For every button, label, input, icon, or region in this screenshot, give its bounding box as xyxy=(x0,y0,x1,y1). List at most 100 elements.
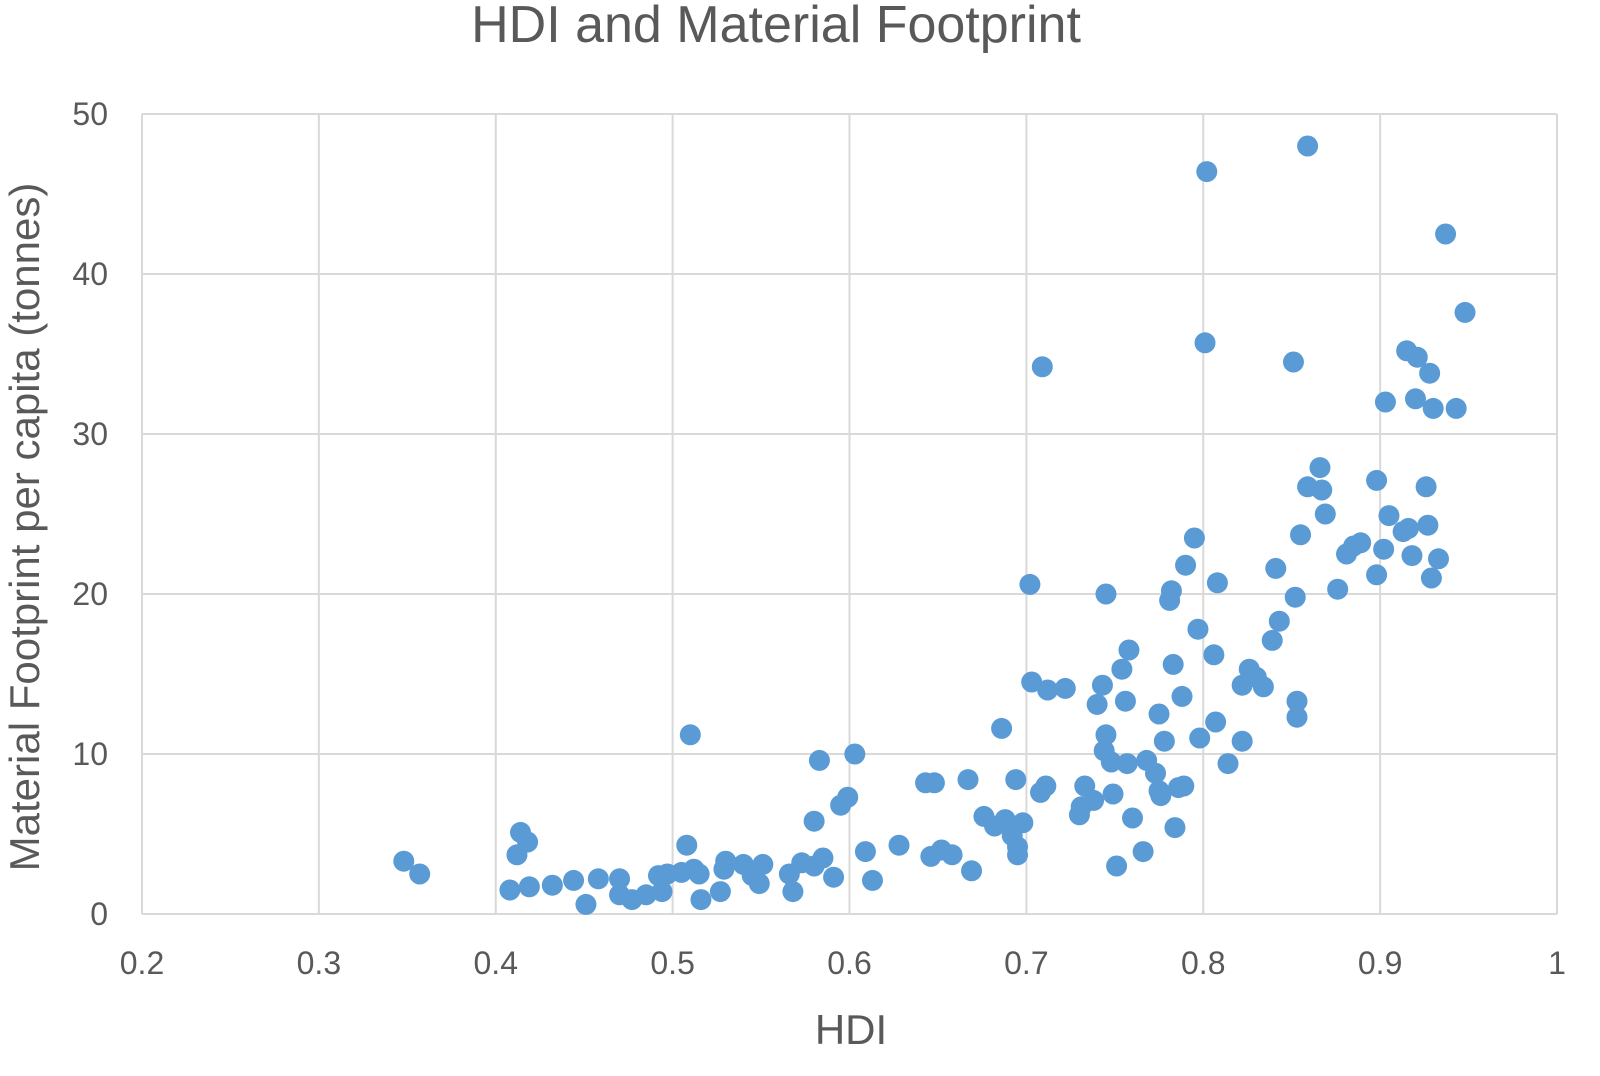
data-point xyxy=(1406,346,1428,368)
data-point xyxy=(1297,135,1319,157)
x-axis-ticks: 0.2 0.3 0.4 0.5 0.6 0.7 0.8 0.9 1 xyxy=(120,945,1566,981)
data-point xyxy=(854,841,876,863)
x-axis-label: HDI xyxy=(815,1006,887,1053)
data-point xyxy=(1114,690,1136,712)
data-point xyxy=(1007,844,1029,866)
y-tick-label: 40 xyxy=(72,256,108,292)
y-axis-label: Material Footprint per capita (tonnes) xyxy=(1,183,48,872)
data-point xyxy=(688,863,710,885)
y-tick-label: 50 xyxy=(72,96,108,132)
data-point xyxy=(1231,730,1253,752)
data-point xyxy=(1102,783,1124,805)
y-tick-label: 20 xyxy=(72,576,108,612)
data-point xyxy=(1091,674,1113,696)
data-point xyxy=(1132,841,1154,863)
data-point xyxy=(1268,610,1290,632)
data-point xyxy=(837,786,859,808)
data-point xyxy=(961,860,983,882)
data-point xyxy=(1153,730,1175,752)
data-point xyxy=(803,810,825,832)
data-point xyxy=(1083,789,1105,811)
data-point xyxy=(1350,532,1372,554)
data-point xyxy=(1086,693,1108,715)
data-point xyxy=(1366,564,1388,586)
data-point xyxy=(1150,785,1172,807)
x-tick-label: 0.2 xyxy=(120,945,164,981)
x-tick-label: 0.3 xyxy=(297,945,341,981)
data-point xyxy=(1196,161,1218,183)
data-point xyxy=(541,874,563,896)
data-point xyxy=(1162,653,1184,675)
y-tick-label: 10 xyxy=(72,736,108,772)
data-point xyxy=(517,831,539,853)
data-point xyxy=(587,868,609,890)
data-point xyxy=(1378,505,1400,527)
data-point xyxy=(1427,548,1449,570)
data-point xyxy=(1417,514,1439,536)
data-point xyxy=(676,834,698,856)
data-point xyxy=(1164,817,1186,839)
x-tick-label: 0.4 xyxy=(474,945,518,981)
y-tick-label: 30 xyxy=(72,416,108,452)
data-point xyxy=(1171,685,1193,707)
data-point xyxy=(1373,538,1395,560)
chart-title: HDI and Material Footprint xyxy=(471,0,1081,54)
data-point xyxy=(1189,727,1211,749)
data-point xyxy=(518,876,540,898)
data-point xyxy=(1265,557,1287,579)
data-point xyxy=(994,809,1016,831)
data-point xyxy=(679,724,701,746)
data-point xyxy=(991,717,1013,739)
data-point xyxy=(1420,567,1442,589)
data-point xyxy=(499,879,521,901)
data-point xyxy=(1183,527,1205,549)
data-point xyxy=(1286,706,1308,728)
data-point xyxy=(1454,301,1476,323)
data-point xyxy=(563,869,585,891)
x-tick-label: 0.8 xyxy=(1181,945,1225,981)
data-point xyxy=(844,743,866,765)
data-point xyxy=(782,881,804,903)
data-point xyxy=(1252,676,1274,698)
data-points xyxy=(393,135,1476,915)
data-point xyxy=(1435,223,1457,245)
x-tick-label: 1 xyxy=(1548,945,1566,981)
data-point xyxy=(1111,658,1133,680)
data-point xyxy=(1106,855,1128,877)
data-point xyxy=(1284,586,1306,608)
data-point xyxy=(1290,524,1312,546)
x-tick-label: 0.7 xyxy=(1004,945,1048,981)
data-point xyxy=(609,868,631,890)
data-point xyxy=(1031,356,1053,378)
data-point xyxy=(1311,479,1333,501)
data-point xyxy=(1021,671,1043,693)
data-point xyxy=(1445,397,1467,419)
data-point xyxy=(690,889,712,911)
data-point xyxy=(1005,769,1027,791)
data-point xyxy=(393,850,415,872)
y-axis-ticks: 0 10 20 30 40 50 xyxy=(72,96,108,932)
data-point xyxy=(923,772,945,794)
data-point xyxy=(1037,679,1059,701)
data-point xyxy=(1054,677,1076,699)
data-point xyxy=(1095,724,1117,746)
data-point xyxy=(1206,572,1228,594)
data-point xyxy=(1116,753,1138,775)
data-point xyxy=(715,850,737,872)
data-point xyxy=(1035,775,1057,797)
data-point xyxy=(1309,457,1331,479)
data-point xyxy=(1401,545,1423,567)
data-point xyxy=(861,869,883,891)
data-point xyxy=(635,884,657,906)
data-point xyxy=(1205,711,1227,733)
data-point xyxy=(1422,397,1444,419)
data-point xyxy=(1148,703,1170,725)
data-point xyxy=(888,834,910,856)
x-tick-label: 0.6 xyxy=(827,945,871,981)
data-point xyxy=(1175,554,1197,576)
data-point xyxy=(812,847,834,869)
data-point xyxy=(1282,351,1304,373)
x-tick-label: 0.5 xyxy=(650,945,694,981)
data-point xyxy=(1217,753,1239,775)
